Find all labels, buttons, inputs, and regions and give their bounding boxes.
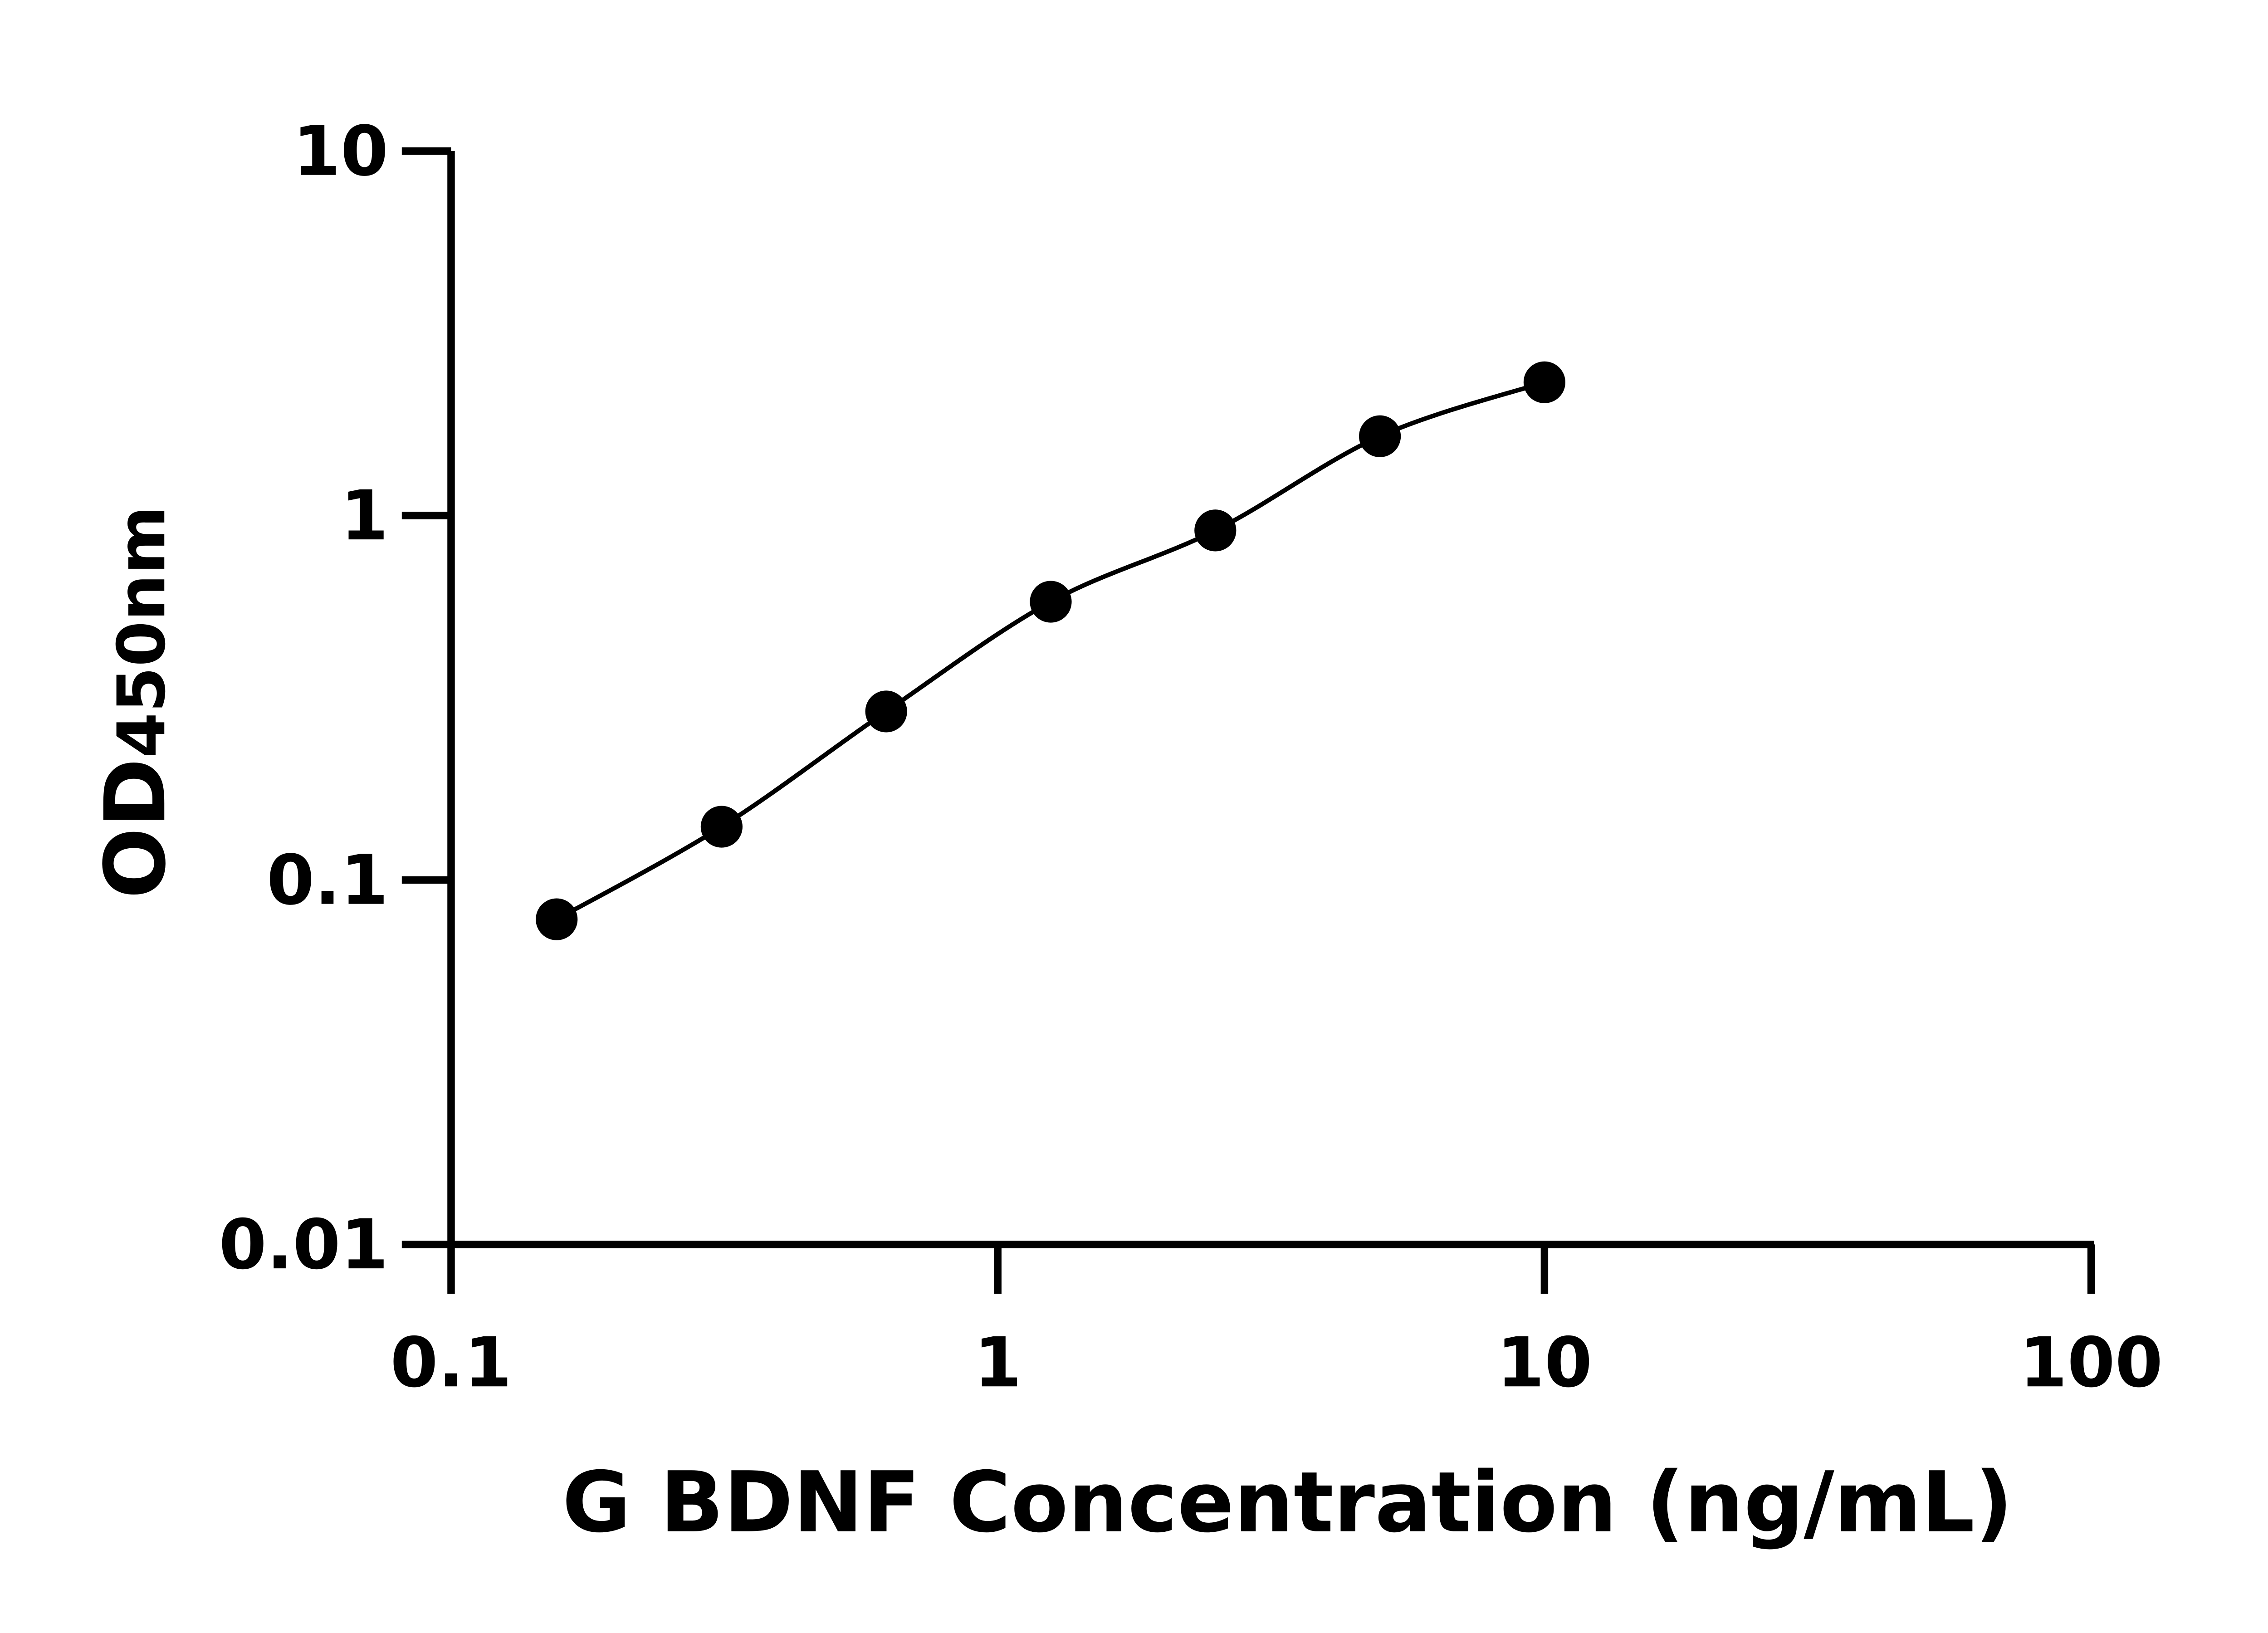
data-point <box>536 898 578 940</box>
data-point <box>1359 415 1401 457</box>
data-point <box>1030 581 1072 623</box>
x-axis-label: G BDNF Concentration (ng/mL) <box>562 1454 2013 1551</box>
x-tick-label: 10 <box>1497 1322 1593 1403</box>
y-tick-label: 0.01 <box>219 1204 388 1285</box>
data-point <box>1523 361 1566 403</box>
y-tick-label: 0.1 <box>267 840 388 920</box>
data-point <box>1194 509 1237 552</box>
x-tick-label: 0.1 <box>390 1322 512 1403</box>
x-tick-label: 1 <box>974 1322 1022 1403</box>
x-tick-label: 100 <box>2019 1322 2163 1403</box>
data-marks <box>536 361 1566 940</box>
y-tick-label: 10 <box>293 111 388 191</box>
data-point <box>865 690 907 733</box>
y-axis-label-main: OD <box>87 758 184 899</box>
y-axis-label-sub: 450nm <box>104 506 180 758</box>
svg-text:OD450nm: OD450nm <box>87 506 184 899</box>
data-point <box>700 806 743 848</box>
y-axis-label: OD450nm <box>87 506 184 899</box>
y-tick-label: 1 <box>341 475 388 556</box>
